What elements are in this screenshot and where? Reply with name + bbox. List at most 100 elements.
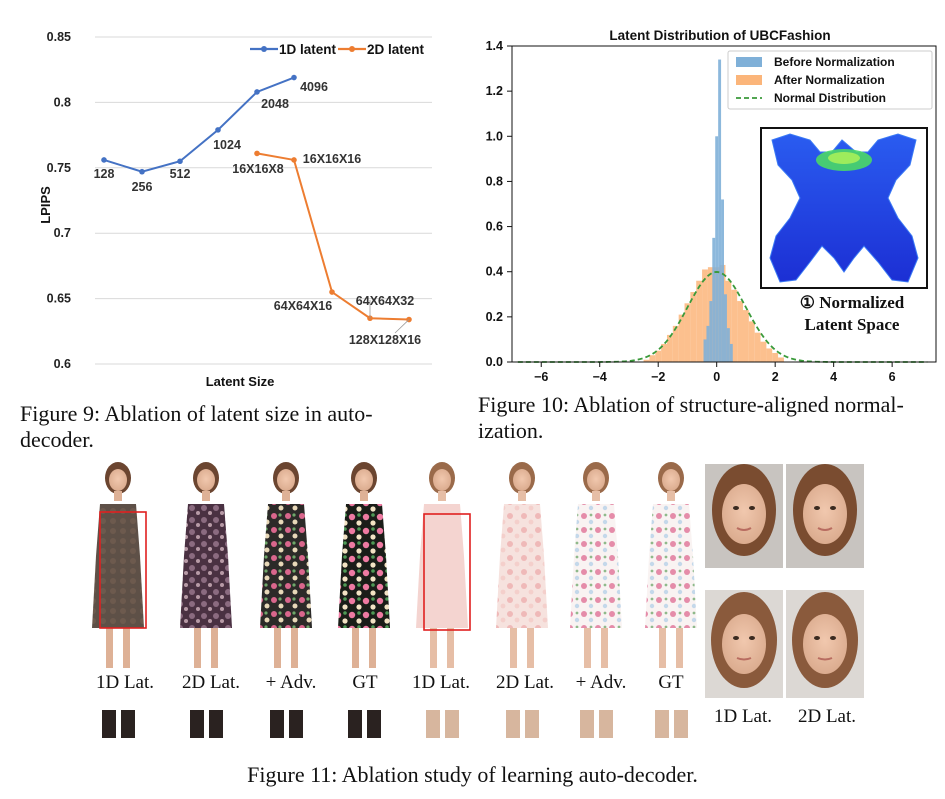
chart-data-points	[101, 74, 412, 323]
after-bar	[678, 314, 685, 362]
data-point	[254, 150, 260, 157]
label-face-2d: 2D Lat.	[797, 706, 857, 727]
latent-size-lpips-chart: 0.85 0.8 0.75 0.7 0.65 0.6 128 256 512 1024 2048 4…	[38, 30, 432, 389]
y-tick-label: 0.7	[54, 226, 71, 240]
after-bar	[661, 343, 667, 362]
x-tick-label: 4	[830, 370, 837, 384]
model-2d-lat-dark	[180, 462, 232, 738]
x-axis-ticks: −6 −4 −2 0 2 4 6	[534, 362, 896, 384]
model-adv-light	[570, 462, 622, 738]
figure-9-caption-line1: Figure 9: Ablation of latent size in aut…	[20, 401, 373, 426]
before-normalization-bars	[703, 59, 733, 363]
legend-after-normalization: After Normalization	[774, 73, 885, 87]
y-tick-label: 0.8	[486, 174, 503, 188]
y-tick-label: 0.6	[54, 357, 71, 371]
auto-decoder-ablation-images	[92, 462, 864, 738]
after-bar	[702, 269, 708, 362]
y-tick-label: 0.75	[47, 161, 71, 175]
after-bar	[684, 303, 691, 362]
after-bar	[760, 341, 767, 362]
y-tick-label: 1.0	[486, 129, 503, 143]
label-1d-lat-light: 1D Lat.	[411, 672, 471, 693]
before-bar	[715, 136, 719, 362]
before-bar	[729, 343, 733, 362]
face-closeup-1d-bottom	[705, 590, 783, 698]
highlight-box	[99, 511, 147, 629]
after-bar	[766, 348, 773, 362]
label-gt-light: GT	[658, 672, 684, 693]
x-tick-label: 0	[713, 370, 720, 384]
series-line-1d	[103, 76, 295, 173]
after-bar	[672, 325, 679, 362]
histogram-title: Latent Distribution of UBCFashion	[609, 28, 830, 43]
latent-distribution-histogram: Latent Distribution of UBCFashion −6 −4 −2…	[486, 28, 937, 384]
x-tick-label: −4	[593, 370, 607, 384]
figure-11-caption: Figure 11: Ablation study of learning au…	[247, 762, 698, 787]
before-bar	[703, 339, 707, 362]
y-tick-label: 0.4	[486, 265, 503, 279]
after-bar	[772, 352, 779, 362]
label-2d-lat-dark: 2D Lat.	[181, 672, 241, 693]
face-closeup-1d-top	[705, 464, 783, 568]
y-axis-label: LPIPS	[38, 186, 53, 224]
data-label: 2048	[261, 97, 289, 111]
before-bar	[712, 237, 716, 362]
data-label: 16X16X16	[303, 152, 361, 166]
y-tick-label: 0.0	[486, 355, 503, 369]
data-point	[139, 168, 145, 175]
data-point	[215, 127, 221, 133]
label-leader	[394, 319, 410, 334]
figure-9-caption-line2: decoder.	[20, 427, 94, 452]
data-label: 4096	[300, 80, 328, 94]
after-bar	[731, 289, 738, 362]
data-point	[291, 157, 297, 163]
model-1d-lat-dark	[92, 462, 147, 738]
figure-10-caption-line2: ization.	[478, 418, 544, 443]
before-bar	[726, 328, 730, 362]
data-point	[101, 157, 107, 163]
y-tick-label: 1.4	[486, 39, 503, 53]
y-tick-label: 0.6	[486, 220, 503, 234]
y-tick-label: 0.8	[54, 95, 71, 109]
before-bar	[706, 325, 710, 362]
legend-before-normalization: Before Normalization	[774, 55, 895, 69]
x-tick-label: −6	[534, 370, 548, 384]
histogram-legend: Before Normalization After Normalization…	[727, 50, 933, 110]
before-bar	[709, 301, 713, 362]
data-label: 128	[94, 167, 115, 181]
chart-series-lines	[103, 76, 410, 321]
after-bar	[748, 321, 755, 362]
label-adv-dark: + Adv.	[265, 672, 317, 693]
data-point	[254, 89, 260, 95]
label-1d-lat-dark: 1D Lat.	[95, 672, 155, 693]
data-point	[367, 315, 373, 322]
legend-normal-distribution: Normal Distribution	[774, 91, 886, 105]
data-label: 16X16X8	[232, 162, 283, 176]
inset-label-line1: ① Normalized	[800, 293, 905, 312]
data-label: 256	[132, 180, 153, 194]
x-axis-label: Latent Size	[206, 374, 275, 389]
model-2d-lat-light	[496, 462, 548, 738]
latent-body-shape	[769, 133, 919, 283]
legend-1d-latent: 1D latent	[279, 42, 337, 57]
after-bar	[666, 334, 673, 362]
chart-gridlines	[95, 36, 432, 365]
y-axis-ticks: 0.0 0.2 0.4 0.6 0.8 1.0 1.2 1.4	[486, 39, 512, 369]
y-tick-label: 1.2	[486, 84, 503, 98]
figure-9-caption: Figure 9: Ablation of latent size in aut…	[20, 401, 460, 453]
face-closeup-2d-bottom	[786, 590, 864, 698]
before-bar	[718, 59, 722, 363]
model-gt-light	[645, 462, 697, 738]
label-gt-dark: GT	[352, 672, 378, 693]
legend-2d-latent: 2D latent	[367, 42, 425, 57]
model-gt-dark	[338, 462, 390, 738]
model-adv-dark	[260, 462, 312, 738]
after-bar	[643, 359, 650, 362]
x-tick-label: −2	[651, 370, 665, 384]
figure-10-caption: Figure 10: Ablation of structure-aligned…	[478, 392, 938, 444]
data-point	[177, 158, 183, 165]
model-1d-lat-light	[416, 462, 471, 738]
data-label: 512	[170, 167, 191, 181]
chart-data-labels: 128 256 512 1024 2048 4096 16X16X8 16X16X16 64X6…	[94, 80, 422, 347]
label-2d-lat-light: 2D Lat.	[495, 672, 555, 693]
